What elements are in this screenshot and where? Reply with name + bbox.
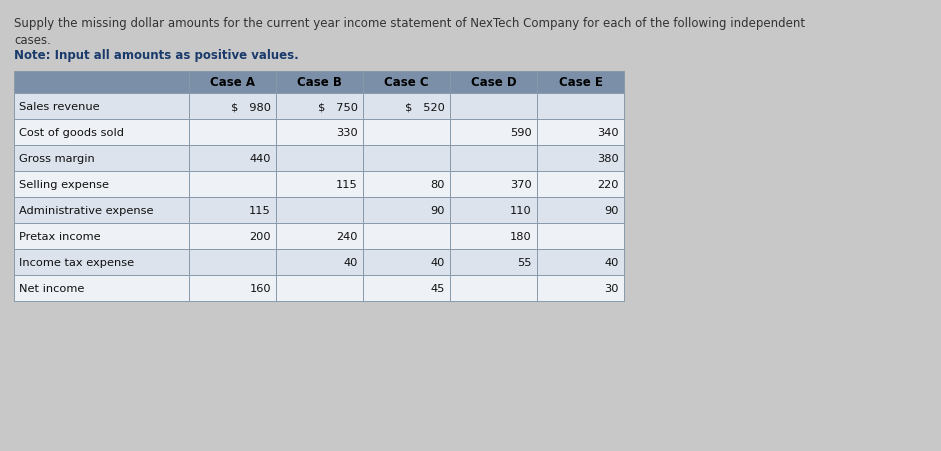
Text: 380: 380 xyxy=(598,154,619,164)
Text: 220: 220 xyxy=(598,179,619,189)
Bar xyxy=(276,72,363,94)
Text: Supply the missing dollar amounts for the current year income statement of NexTe: Supply the missing dollar amounts for th… xyxy=(14,17,805,30)
Bar xyxy=(537,72,624,94)
Text: 180: 180 xyxy=(510,231,532,241)
Bar xyxy=(537,276,624,301)
Text: 40: 40 xyxy=(431,258,445,267)
Text: cases.: cases. xyxy=(14,34,51,47)
Text: 110: 110 xyxy=(510,206,532,216)
Bar xyxy=(450,120,537,146)
Text: Selling expense: Selling expense xyxy=(19,179,109,189)
Bar xyxy=(537,198,624,224)
Bar xyxy=(14,224,189,249)
Bar xyxy=(363,72,450,94)
Text: Case A: Case A xyxy=(210,76,255,89)
Bar xyxy=(363,276,450,301)
Text: 80: 80 xyxy=(430,179,445,189)
Text: 160: 160 xyxy=(249,283,271,293)
Bar xyxy=(189,72,276,94)
Bar xyxy=(189,120,276,146)
Text: Case B: Case B xyxy=(297,76,342,89)
Text: Income tax expense: Income tax expense xyxy=(19,258,135,267)
Text: Case C: Case C xyxy=(384,76,429,89)
Bar xyxy=(537,172,624,198)
Text: Case D: Case D xyxy=(470,76,517,89)
Bar xyxy=(14,249,189,276)
Text: Pretax income: Pretax income xyxy=(19,231,101,241)
Bar xyxy=(14,276,189,301)
Bar xyxy=(189,249,276,276)
Bar xyxy=(14,94,189,120)
Bar xyxy=(450,172,537,198)
Bar xyxy=(537,224,624,249)
Text: Case E: Case E xyxy=(559,76,602,89)
Bar xyxy=(450,249,537,276)
Text: 45: 45 xyxy=(431,283,445,293)
Bar xyxy=(276,224,363,249)
Bar xyxy=(189,276,276,301)
Bar xyxy=(189,146,276,172)
Bar xyxy=(363,172,450,198)
Bar xyxy=(537,94,624,120)
Bar xyxy=(450,94,537,120)
Bar xyxy=(14,120,189,146)
Bar xyxy=(14,146,189,172)
Text: 55: 55 xyxy=(518,258,532,267)
Text: Administrative expense: Administrative expense xyxy=(19,206,153,216)
Bar xyxy=(14,72,189,94)
Bar xyxy=(14,198,189,224)
Text: 90: 90 xyxy=(604,206,619,216)
Text: 115: 115 xyxy=(249,206,271,216)
Bar xyxy=(363,120,450,146)
Text: 200: 200 xyxy=(249,231,271,241)
Text: Sales revenue: Sales revenue xyxy=(19,102,100,112)
Text: 30: 30 xyxy=(604,283,619,293)
Bar xyxy=(450,72,537,94)
Bar xyxy=(189,198,276,224)
Bar xyxy=(363,249,450,276)
Bar xyxy=(450,276,537,301)
Bar xyxy=(276,146,363,172)
Bar xyxy=(189,172,276,198)
Bar xyxy=(537,120,624,146)
Text: Net income: Net income xyxy=(19,283,85,293)
Bar xyxy=(276,120,363,146)
Text: 330: 330 xyxy=(336,128,358,138)
Text: 370: 370 xyxy=(510,179,532,189)
Bar xyxy=(276,249,363,276)
Bar xyxy=(363,198,450,224)
Text: Note: Input all amounts as positive values.: Note: Input all amounts as positive valu… xyxy=(14,49,298,62)
Bar xyxy=(14,172,189,198)
Text: 40: 40 xyxy=(605,258,619,267)
Text: 115: 115 xyxy=(336,179,358,189)
Text: Cost of goods sold: Cost of goods sold xyxy=(19,128,124,138)
Text: 40: 40 xyxy=(343,258,358,267)
Text: 340: 340 xyxy=(598,128,619,138)
Bar xyxy=(537,146,624,172)
Bar xyxy=(189,224,276,249)
Text: 440: 440 xyxy=(249,154,271,164)
Text: 90: 90 xyxy=(430,206,445,216)
Text: $   750: $ 750 xyxy=(318,102,358,112)
Bar xyxy=(450,224,537,249)
Text: $   980: $ 980 xyxy=(231,102,271,112)
Text: 240: 240 xyxy=(337,231,358,241)
Bar xyxy=(450,146,537,172)
Text: $   520: $ 520 xyxy=(406,102,445,112)
Bar xyxy=(276,172,363,198)
Bar xyxy=(189,94,276,120)
Bar xyxy=(450,198,537,224)
Bar xyxy=(276,276,363,301)
Bar xyxy=(537,249,624,276)
Bar xyxy=(276,94,363,120)
Bar xyxy=(363,146,450,172)
Text: Gross margin: Gross margin xyxy=(19,154,95,164)
Bar xyxy=(276,198,363,224)
Bar xyxy=(363,94,450,120)
Text: 590: 590 xyxy=(510,128,532,138)
Bar xyxy=(363,224,450,249)
